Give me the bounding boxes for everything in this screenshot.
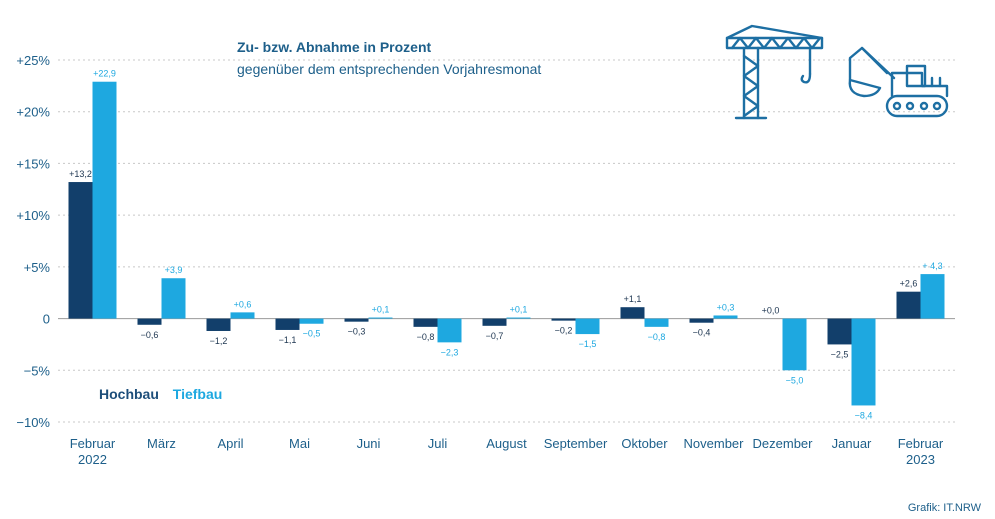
data-label: −0,3 <box>348 327 366 337</box>
x-tick-label: Juli <box>428 436 448 451</box>
bar-tiefbau <box>713 315 738 319</box>
data-label: +13,2 <box>69 169 92 179</box>
legend: Hochbau Tiefbau <box>99 386 222 402</box>
bar-tiefbau <box>437 318 462 343</box>
data-label: −0,2 <box>555 326 573 336</box>
legend-tiefbau: Tiefbau <box>172 386 223 402</box>
data-label: −2,3 <box>441 347 459 357</box>
x-tick-label: Juni <box>357 436 381 451</box>
y-tick-label: −5% <box>24 363 51 378</box>
bar-hochbau <box>620 307 645 319</box>
data-label: −1,2 <box>210 336 228 346</box>
bar-hochbau <box>137 318 162 325</box>
bar-tiefbau <box>506 317 531 319</box>
x-tick-label: August <box>486 436 527 451</box>
y-tick-label: +20% <box>16 105 50 120</box>
bar-hochbau <box>689 318 714 323</box>
data-label: −8,4 <box>855 410 873 420</box>
x-tick-label: 2022 <box>78 452 107 467</box>
x-tick-label: Februar <box>70 436 116 451</box>
bar-tiefbau <box>851 318 876 406</box>
bar-tiefbau <box>299 318 324 324</box>
data-label: −0,5 <box>303 329 321 339</box>
x-tick-label: Dezember <box>753 436 814 451</box>
bar-hochbau <box>206 318 231 331</box>
y-tick-label: +25% <box>16 53 50 68</box>
chart-title: Zu- bzw. Abnahme in Prozent <box>237 39 432 55</box>
source-credit: Grafik: IT.NRW <box>907 502 981 514</box>
bar-tiefbau <box>782 318 807 371</box>
data-label: +0,3 <box>717 302 735 312</box>
bar-tiefbau <box>368 317 393 319</box>
construction-icons <box>725 24 949 120</box>
data-label: +0,1 <box>510 305 528 315</box>
x-tick-label: Mai <box>289 436 310 451</box>
x-tick-label: 2023 <box>906 452 935 467</box>
bar-hochbau <box>896 291 921 319</box>
bar-hochbau <box>482 318 507 326</box>
bar-tiefbau <box>92 81 117 319</box>
x-tick-label: Januar <box>832 436 872 451</box>
bar-hochbau <box>68 182 93 319</box>
data-label: −0,8 <box>648 332 666 342</box>
data-label: + 4,3 <box>922 261 942 271</box>
data-label: +0,1 <box>372 305 390 315</box>
data-label: −5,0 <box>786 375 804 385</box>
y-tick-label: −10% <box>16 415 50 430</box>
bar-hochbau <box>275 318 300 330</box>
data-label: −0,4 <box>693 328 711 338</box>
data-label: −2,5 <box>831 349 849 359</box>
bar-tiefbau <box>575 318 600 335</box>
x-tick-label: September <box>544 436 608 451</box>
chart-subtitle: gegenüber dem entsprechenden Vorjahresmo… <box>237 61 542 77</box>
bar-hochbau <box>827 318 852 345</box>
bars <box>68 81 945 406</box>
y-tick-label: 0 <box>43 312 50 327</box>
data-label: −1,1 <box>279 335 297 345</box>
value-labels: +13,2 +22,9 −0,6 +3,9 −1,2 +0,6 −1,1 −0,5 −0,3 +0… <box>69 69 943 421</box>
excavator-icon <box>848 46 949 118</box>
data-label: +3,9 <box>165 265 183 275</box>
x-tick-label: März <box>147 436 176 451</box>
x-tick-label: April <box>217 436 243 451</box>
bar-tiefbau <box>161 278 186 319</box>
x-tick-label: November <box>684 436 745 451</box>
x-tick-label: Oktober <box>621 436 668 451</box>
bar-hochbau <box>344 318 369 322</box>
y-tick-label: +5% <box>24 260 51 275</box>
data-label: +0,0 <box>762 306 780 316</box>
y-axis-labels: +25% +20% +15% +10% +5% 0 −5% −10% <box>16 53 50 430</box>
data-label: −0,7 <box>486 331 504 341</box>
data-label: +0,6 <box>234 299 252 309</box>
data-label: −0,8 <box>417 332 435 342</box>
data-label: −0,6 <box>141 330 159 340</box>
data-label: +22,9 <box>93 69 116 79</box>
bar-tiefbau <box>230 312 255 319</box>
bar-tiefbau <box>920 274 945 319</box>
bar-hochbau <box>551 318 576 321</box>
bar-tiefbau <box>644 318 669 327</box>
legend-hochbau: Hochbau <box>99 386 159 402</box>
y-tick-label: +10% <box>16 208 50 223</box>
x-tick-label: Februar <box>898 436 944 451</box>
data-label: +1,1 <box>624 294 642 304</box>
y-tick-label: +15% <box>16 156 50 171</box>
data-label: +2,6 <box>900 279 918 289</box>
crane-icon <box>725 24 824 120</box>
data-label: −1,5 <box>579 339 597 349</box>
bar-hochbau <box>413 318 438 327</box>
